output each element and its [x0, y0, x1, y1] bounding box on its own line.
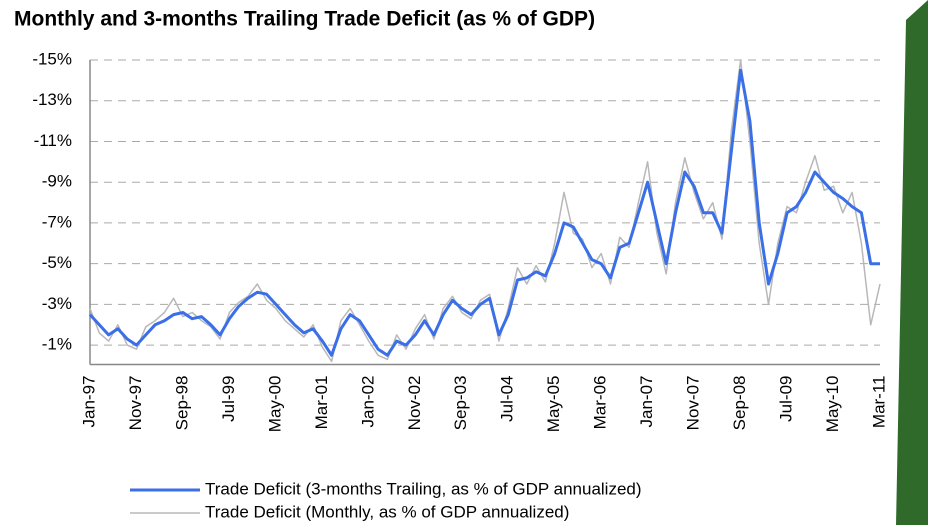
- series-line: [89, 59, 881, 363]
- x-tick-label: Nov-97: [126, 376, 145, 431]
- chart-title: Monthly and 3-months Trailing Trade Defi…: [14, 8, 595, 31]
- x-tick-label: Sep-03: [451, 376, 470, 431]
- y-tick-label: -3%: [42, 294, 72, 313]
- legend-label: Trade Deficit (3-months Trailing, as % o…: [205, 479, 642, 498]
- decoration-stripe: [896, 0, 928, 525]
- x-tick-label: Jul-09: [777, 376, 796, 422]
- x-tick-label: Jul-04: [498, 376, 517, 422]
- x-tick-label: Mar-06: [591, 376, 610, 430]
- y-tick-label: -9%: [42, 172, 72, 191]
- x-tick-label: May-00: [265, 376, 284, 433]
- x-tick-label: May-10: [823, 376, 842, 433]
- x-tick-label: Mar-01: [312, 376, 331, 430]
- x-tick-label: Mar-11: [869, 376, 888, 429]
- y-tick-label: -7%: [42, 212, 72, 231]
- x-tick-label: Nov-07: [684, 376, 703, 431]
- y-tick-label: -1%: [42, 335, 72, 354]
- x-tick-label: Sep-98: [172, 376, 191, 431]
- x-tick-label: Jan-97: [79, 376, 98, 428]
- x-tick-label: Jan-07: [637, 376, 656, 428]
- y-tick-label: -5%: [42, 253, 72, 272]
- x-tick-label: Jul-99: [219, 376, 238, 422]
- x-tick-label: May-05: [544, 376, 563, 433]
- x-tick-label: Nov-02: [405, 376, 424, 431]
- y-tick-label: -11%: [34, 131, 72, 150]
- x-tick-label: Jan-02: [358, 376, 377, 428]
- x-tick-label: Sep-08: [730, 376, 749, 431]
- y-tick-label: -15%: [32, 49, 72, 68]
- series-line: [88, 68, 880, 357]
- legend-label: Trade Deficit (Monthly, as % of GDP annu…: [205, 502, 569, 521]
- y-tick-label: -13%: [32, 90, 72, 109]
